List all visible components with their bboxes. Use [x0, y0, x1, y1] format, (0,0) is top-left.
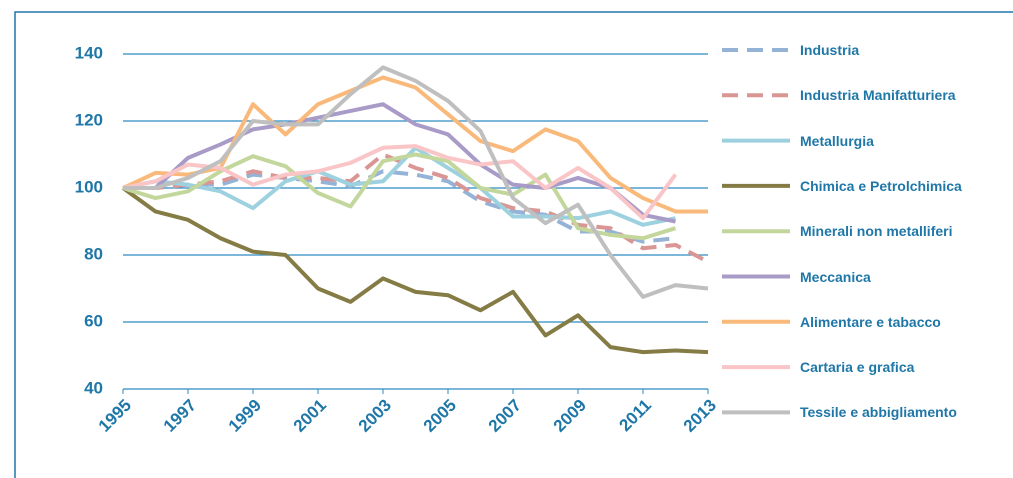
series-line — [123, 102, 676, 224]
y-tick-label: 60 — [84, 311, 103, 330]
series-line — [122, 152, 677, 241]
x-tick-label: 1997 — [160, 396, 200, 436]
legend-label: Tessile e abbigliamento — [800, 404, 957, 421]
legend-label: Industria Manifatturiera — [800, 87, 956, 104]
y-tick-label: 80 — [84, 244, 103, 263]
x-tick-label: 1999 — [225, 396, 265, 436]
x-tick-label: 2009 — [550, 396, 590, 436]
y-tick-label: 40 — [84, 378, 103, 397]
legend-label: Meccanica — [800, 268, 871, 285]
legend-label: Industria — [800, 42, 860, 58]
x-tick-label: 2007 — [485, 396, 525, 436]
legend-label: Minerali non metalliferi — [800, 223, 953, 240]
y-tick-label: 120 — [75, 110, 103, 129]
x-tick-label: 2011 — [615, 396, 655, 436]
legend-label: Chimica e Petrolchimica — [800, 177, 962, 194]
series-line — [121, 186, 709, 355]
legend-label: Cartaria e grafica — [800, 359, 915, 376]
series-line — [122, 145, 676, 227]
x-tick-label: 2005 — [420, 396, 460, 436]
legend-label: Metallurgia — [800, 132, 874, 149]
series-line — [123, 169, 676, 244]
y-tick-label: 100 — [75, 177, 103, 196]
series-line — [123, 152, 709, 264]
legend-label: Alimentare e tabacco — [800, 313, 941, 330]
y-tick-label: 140 — [75, 43, 103, 62]
x-tick-label: 2003 — [355, 396, 395, 436]
series-line — [123, 65, 709, 299]
x-tick-label: 1995 — [95, 396, 135, 436]
frame — [14, 11, 1013, 478]
series-line — [122, 144, 678, 221]
x-tick-label: 2001 — [290, 396, 330, 436]
x-tick-label: 2013 — [680, 396, 720, 436]
